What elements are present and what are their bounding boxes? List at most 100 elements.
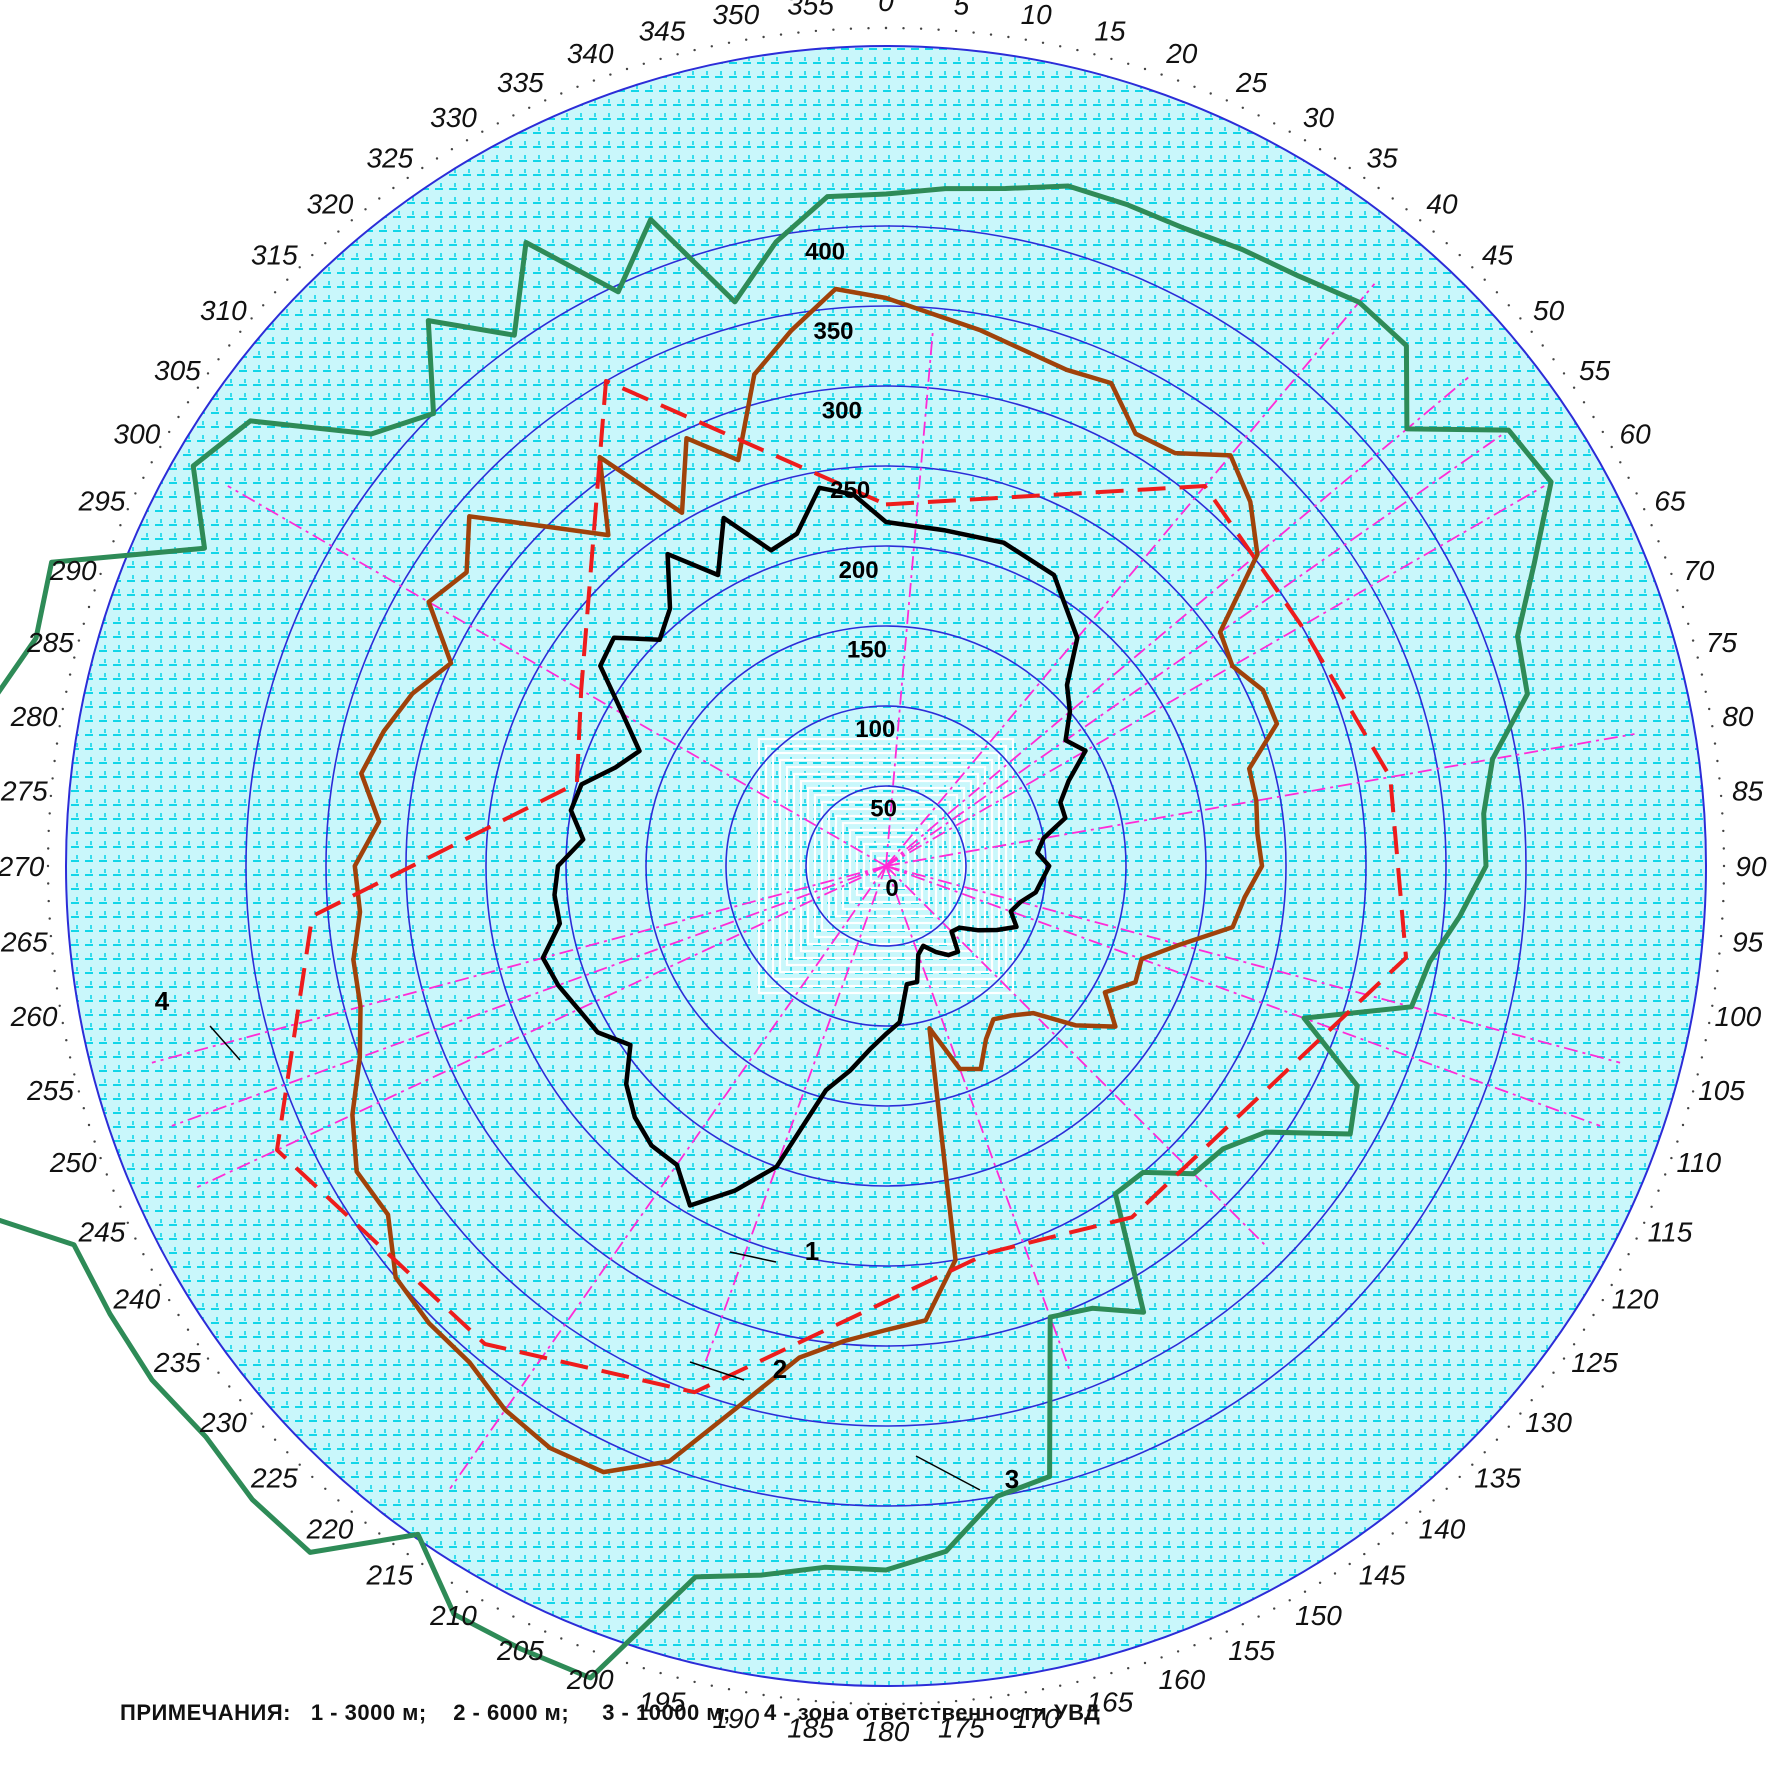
leader-line (209, 1025, 241, 1061)
tick-dot (1719, 934, 1723, 938)
range-label: 150 (847, 636, 887, 663)
azimuth-label: 5 (954, 0, 970, 20)
inner-square (841, 821, 931, 911)
inner-square (785, 765, 987, 967)
tick-dot (324, 242, 327, 245)
azimuth-label: 145 (1359, 1560, 1406, 1591)
range-label: 250 (830, 477, 870, 504)
tick-dot (676, 1676, 679, 1679)
azimuth-label: 165 (1087, 1687, 1134, 1718)
inner-square (848, 828, 924, 904)
tick-dot (1363, 1552, 1366, 1556)
tick-dot (1209, 92, 1212, 95)
azimuth-label: 220 (306, 1514, 354, 1545)
tick-dot (1507, 304, 1511, 307)
tick-dot (560, 92, 563, 95)
tick-dot (727, 41, 731, 44)
tick-dot (1176, 1650, 1180, 1653)
tick-dot (82, 1107, 86, 1110)
tick-dot (576, 85, 579, 89)
tick-dot (481, 1599, 484, 1602)
tick-dot (1627, 476, 1630, 479)
tick-dot (1552, 1371, 1555, 1374)
tick-dot (1562, 1357, 1566, 1360)
tick-dot (1530, 1399, 1533, 1402)
tick-dot (1670, 1156, 1673, 1160)
azimuth-label: 110 (1676, 1147, 1721, 1178)
tick-dot (693, 48, 696, 52)
tick-dot (112, 1189, 115, 1192)
tick-dot (710, 45, 713, 48)
tick-dot (1708, 707, 1711, 711)
azimuth-label: 195 (639, 1687, 686, 1718)
tick-dot (1024, 1691, 1028, 1694)
azimuth-label: 230 (199, 1407, 247, 1438)
tick-dot (1700, 673, 1704, 676)
tick-dot (1405, 1521, 1408, 1524)
tick-dot (1619, 1268, 1622, 1271)
tick-dot (1627, 1253, 1630, 1256)
tick-dot (177, 1313, 180, 1317)
tick-dot (902, 1702, 905, 1706)
inner-square (862, 842, 910, 890)
azimuth-label: 255 (26, 1075, 74, 1106)
tick-dot (1704, 1039, 1707, 1042)
leader-line (915, 1455, 981, 1491)
range-label: 350 (813, 318, 853, 345)
tick-dot (1059, 45, 1062, 48)
azimuth-label: 240 (113, 1284, 161, 1315)
azimuth-label: 50 (1533, 295, 1565, 326)
tick-dot (48, 917, 51, 920)
tick-dot (1405, 208, 1408, 211)
tick-dot (55, 987, 59, 990)
tick-dot (1711, 1004, 1714, 1007)
tick-dot (625, 67, 629, 71)
tick-dot (53, 759, 56, 763)
azimuth-label: 85 (1732, 776, 1764, 807)
azimuth-label: 155 (1228, 1635, 1275, 1666)
series-4 (275, 379, 1408, 1395)
tick-dot (53, 969, 56, 973)
tick-dot (1582, 1328, 1586, 1331)
tick-dot (1687, 622, 1690, 625)
azimuth-label: 190 (712, 1703, 759, 1734)
tick-dot (1024, 38, 1028, 41)
tick-dot (68, 673, 72, 676)
tick-dot (134, 1237, 137, 1240)
azimuth-label: 130 (1525, 1407, 1572, 1438)
tick-dot (1691, 1090, 1695, 1093)
tick-dot (762, 35, 765, 39)
tick-dot (1601, 430, 1605, 434)
azimuth-label: 235 (153, 1347, 201, 1378)
tick-dot (797, 31, 800, 34)
tick-dot (77, 639, 81, 642)
tick-dot (273, 291, 277, 294)
tick-dot (659, 57, 662, 61)
tick-dot (1225, 99, 1229, 102)
azimuth-label: 175 (938, 1713, 985, 1744)
tick-dot (55, 742, 59, 745)
tick-dot (421, 166, 424, 170)
range-rings (46, 26, 1726, 1706)
azimuth-label: 105 (1698, 1075, 1745, 1106)
leader-line (689, 1361, 745, 1381)
tick-dot (93, 1140, 96, 1143)
azimuth-label: 285 (26, 627, 74, 658)
tick-dot (1110, 1671, 1113, 1675)
tick-dot (47, 829, 50, 833)
tick-dot (1041, 41, 1045, 44)
spoke-215 (449, 865, 887, 1490)
tick-dot (1713, 742, 1717, 745)
range-ring (485, 465, 1287, 1267)
tick-dot (82, 622, 86, 625)
azimuth-label: 125 (1571, 1347, 1618, 1378)
tick-dot (51, 952, 54, 955)
tick-dot (61, 707, 64, 711)
azimuth-label: 120 (1612, 1284, 1659, 1315)
azimuth-label: 115 (1648, 1217, 1693, 1248)
azimuth-label: 45 (1482, 239, 1514, 270)
azimuth-label: 10 (1021, 0, 1053, 30)
tick-dot (1716, 969, 1719, 973)
inner-square (834, 814, 938, 918)
tick-dot (1721, 812, 1724, 815)
